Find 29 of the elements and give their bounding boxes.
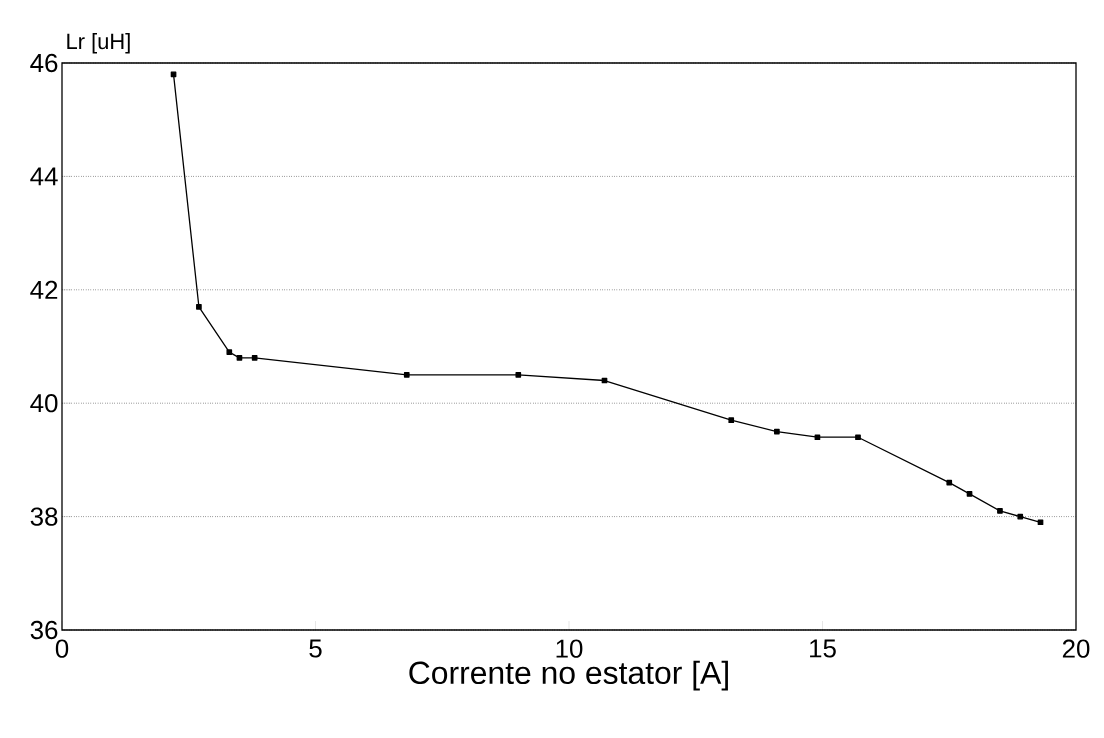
y-tick-label: 42 <box>30 280 58 299</box>
point <box>251 354 258 361</box>
y-tick-label: 36 <box>30 620 58 640</box>
x-tick-label: 5 <box>309 639 322 658</box>
y-axis-title: Lr [uH] <box>67 33 130 54</box>
x-tick-label: 20 <box>1062 639 1090 658</box>
y-tick-label: 46 <box>30 53 58 73</box>
point <box>403 372 410 378</box>
point <box>170 71 177 78</box>
x-axis-title: Corrente no estator [A] <box>409 660 728 691</box>
y-tick-label: 40 <box>30 394 58 413</box>
point <box>515 372 522 378</box>
y-tick-label: 38 <box>30 507 58 526</box>
point <box>855 434 861 441</box>
point <box>196 303 202 310</box>
x-tick-label: 15 <box>810 639 836 658</box>
point <box>226 349 233 356</box>
x-tick-label: 10 <box>556 639 583 658</box>
point <box>236 354 243 361</box>
point <box>1037 519 1044 526</box>
point <box>814 434 821 441</box>
point <box>774 428 780 435</box>
point <box>1017 513 1024 520</box>
point <box>728 417 735 424</box>
x-tick-label: 0 <box>55 639 69 658</box>
point <box>966 491 973 497</box>
y-tick-label: 44 <box>30 167 58 186</box>
point <box>997 508 1003 514</box>
point <box>946 479 953 486</box>
